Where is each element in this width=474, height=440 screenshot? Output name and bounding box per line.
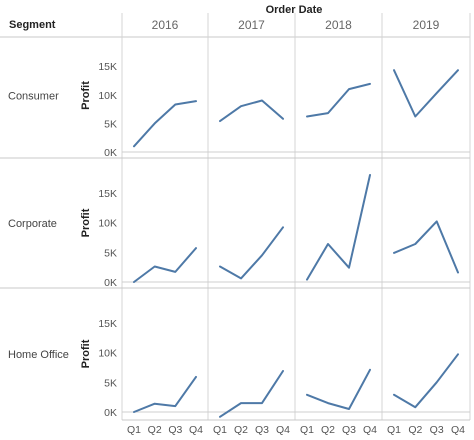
quarter-label-q1: Q1 xyxy=(213,424,227,436)
quarter-label-q4: Q4 xyxy=(276,424,290,436)
y-tick-label: 10K xyxy=(98,348,117,360)
y-tick-label: 5K xyxy=(104,377,117,389)
profit-line-consumer-2018 xyxy=(306,82,371,118)
profit-line-home-office-2019 xyxy=(393,353,459,409)
profit-line-consumer-2016 xyxy=(133,100,197,148)
segment-label-consumer: Consumer xyxy=(8,91,59,103)
quarter-label-q3: Q3 xyxy=(430,424,444,436)
quarter-label-q2: Q2 xyxy=(321,424,335,436)
year-label-2017: 2017 xyxy=(238,18,265,32)
y-tick-label: 5K xyxy=(104,247,117,259)
quarter-label-q4: Q4 xyxy=(363,424,377,436)
line-layer xyxy=(133,69,459,418)
y-tick-label: 15K xyxy=(98,318,117,330)
profit-line-consumer-2019 xyxy=(393,69,459,118)
quarter-label-q1: Q1 xyxy=(300,424,314,436)
quarter-label-q3: Q3 xyxy=(342,424,356,436)
profit-line-home-office-2016 xyxy=(133,375,197,413)
y-axis-title: Profit xyxy=(80,81,92,110)
year-label-2018: 2018 xyxy=(325,18,352,32)
y-tick-label: 5K xyxy=(104,118,117,130)
segment-label-home-office: Home Office xyxy=(8,349,69,361)
profit-line-corporate-2016 xyxy=(133,247,197,283)
y-tick-label: 0K xyxy=(104,407,117,419)
profit-line-corporate-2019 xyxy=(393,220,459,274)
quarter-label-q2: Q2 xyxy=(408,424,422,436)
quarter-label-q2: Q2 xyxy=(148,424,162,436)
segment-label-corporate: Corporate xyxy=(8,218,57,230)
quarter-label-q2: Q2 xyxy=(234,424,248,436)
quarter-label-q3: Q3 xyxy=(168,424,182,436)
grid-layer xyxy=(0,13,471,421)
y-tick-label: 10K xyxy=(98,218,117,230)
profit-line-home-office-2018 xyxy=(306,368,371,410)
profit-line-consumer-2017 xyxy=(219,99,284,123)
quarter-label-q1: Q1 xyxy=(387,424,401,436)
profit-line-corporate-2018 xyxy=(306,174,371,281)
row-header: Segment xyxy=(9,19,56,31)
year-label-2016: 2016 xyxy=(152,18,179,32)
y-tick-label: 0K xyxy=(104,277,117,289)
profit-line-corporate-2017 xyxy=(219,226,284,280)
y-tick-label: 0K xyxy=(104,147,117,159)
y-axis-title: Profit xyxy=(80,208,92,237)
y-axis-title: Profit xyxy=(80,339,92,368)
quarter-label-q3: Q3 xyxy=(255,424,269,436)
column-header: Order Date xyxy=(266,4,323,16)
y-tick-label: 15K xyxy=(98,61,117,73)
y-tick-label: 15K xyxy=(98,188,117,200)
quarter-label-q4: Q4 xyxy=(189,424,203,436)
profit-line-home-office-2017 xyxy=(219,370,284,418)
quarter-label-q4: Q4 xyxy=(451,424,465,436)
y-tick-label: 10K xyxy=(98,90,117,102)
year-label-2019: 2019 xyxy=(413,18,440,32)
label-layer: 2016 2017 2018 2019 Consumer Profit 0K 5K 10K 15K… xyxy=(8,18,465,436)
quarter-label-q1: Q1 xyxy=(127,424,141,436)
